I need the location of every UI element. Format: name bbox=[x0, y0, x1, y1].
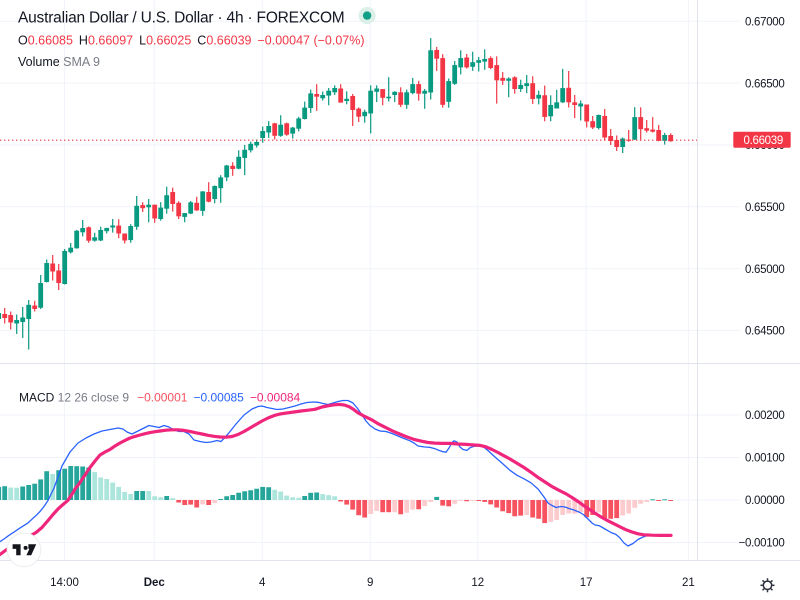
svg-text:0.66500: 0.66500 bbox=[745, 78, 784, 90]
svg-text:0.65000: 0.65000 bbox=[745, 264, 784, 276]
svg-text:0.00200: 0.00200 bbox=[745, 410, 784, 422]
svg-text:0.66039: 0.66039 bbox=[744, 135, 783, 147]
svg-text:−0.00100: −0.00100 bbox=[739, 538, 785, 550]
svg-text:0.67000: 0.67000 bbox=[745, 16, 784, 28]
svg-text:Dec: Dec bbox=[144, 577, 166, 589]
svg-text:Volume SMA 9: Volume SMA 9 bbox=[18, 55, 100, 69]
svg-text:14:00: 14:00 bbox=[50, 577, 79, 589]
svg-text:4: 4 bbox=[259, 577, 266, 589]
svg-text:MACD 12 26 close 9−0.00001−0.0: MACD 12 26 close 9 −0.00001 −0.00085 −0.000… bbox=[19, 391, 301, 405]
svg-text:0.00000: 0.00000 bbox=[745, 495, 784, 507]
svg-text:17: 17 bbox=[580, 577, 593, 589]
svg-text:9: 9 bbox=[367, 577, 373, 589]
svg-text:12: 12 bbox=[471, 577, 484, 589]
svg-text:Australian Dollar / U.S. Dolla: Australian Dollar / U.S. Dollar · 4h · F… bbox=[18, 10, 345, 27]
svg-text:0.64500: 0.64500 bbox=[745, 326, 784, 338]
svg-text:21: 21 bbox=[682, 577, 695, 589]
svg-text:0.00100: 0.00100 bbox=[745, 453, 784, 465]
svg-text:0.65500: 0.65500 bbox=[745, 202, 784, 214]
